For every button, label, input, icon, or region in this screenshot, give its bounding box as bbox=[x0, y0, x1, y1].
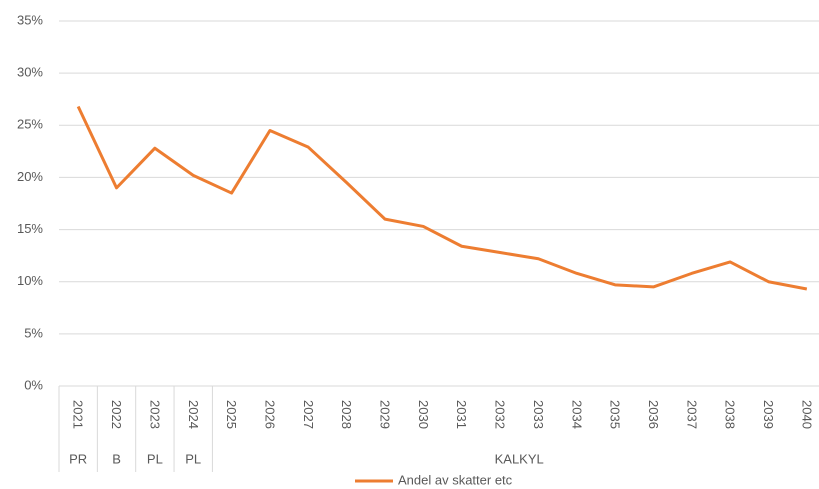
x-tick-label: 2023 bbox=[147, 400, 162, 429]
x-tick-label: 2034 bbox=[569, 400, 584, 429]
x-tick-label: 2033 bbox=[531, 400, 546, 429]
x-tick-label: 2026 bbox=[262, 400, 277, 429]
x-tick-label: 2040 bbox=[799, 400, 814, 429]
y-tick-label: 25% bbox=[17, 117, 43, 132]
y-tick-label: 35% bbox=[17, 12, 43, 27]
x-tick-label: 2039 bbox=[761, 400, 776, 429]
x-tick-label: 2032 bbox=[493, 400, 508, 429]
y-tick-label: 20% bbox=[17, 169, 43, 184]
group-label: PL bbox=[147, 451, 163, 466]
x-tick-label: 2038 bbox=[723, 400, 738, 429]
x-tick-label: 2029 bbox=[378, 400, 393, 429]
x-tick-label: 2025 bbox=[224, 400, 239, 429]
legend-label: Andel av skatter etc bbox=[398, 472, 513, 487]
y-tick-label: 10% bbox=[17, 273, 43, 288]
y-tick-label: 30% bbox=[17, 65, 43, 80]
x-tick-label: 2022 bbox=[109, 400, 124, 429]
y-tick-label: 5% bbox=[24, 325, 43, 340]
y-tick-label: 0% bbox=[24, 377, 43, 392]
x-tick-label: 2024 bbox=[186, 400, 201, 429]
x-tick-label: 2028 bbox=[339, 400, 354, 429]
x-tick-label: 2031 bbox=[454, 400, 469, 429]
x-tick-label: 2035 bbox=[608, 400, 623, 429]
group-label: KALKYL bbox=[495, 451, 544, 466]
line-series bbox=[76, 105, 808, 291]
x-tick-label: 2036 bbox=[646, 400, 661, 429]
group-label: B bbox=[112, 451, 121, 466]
x-tick-label: 2021 bbox=[71, 400, 86, 429]
group-label: PL bbox=[185, 451, 201, 466]
y-tick-label: 15% bbox=[17, 221, 43, 236]
x-tick-label: 2037 bbox=[684, 400, 699, 429]
group-label: PR bbox=[69, 451, 87, 466]
x-tick-label: 2030 bbox=[416, 400, 431, 429]
x-tick-label: 2027 bbox=[301, 400, 316, 429]
